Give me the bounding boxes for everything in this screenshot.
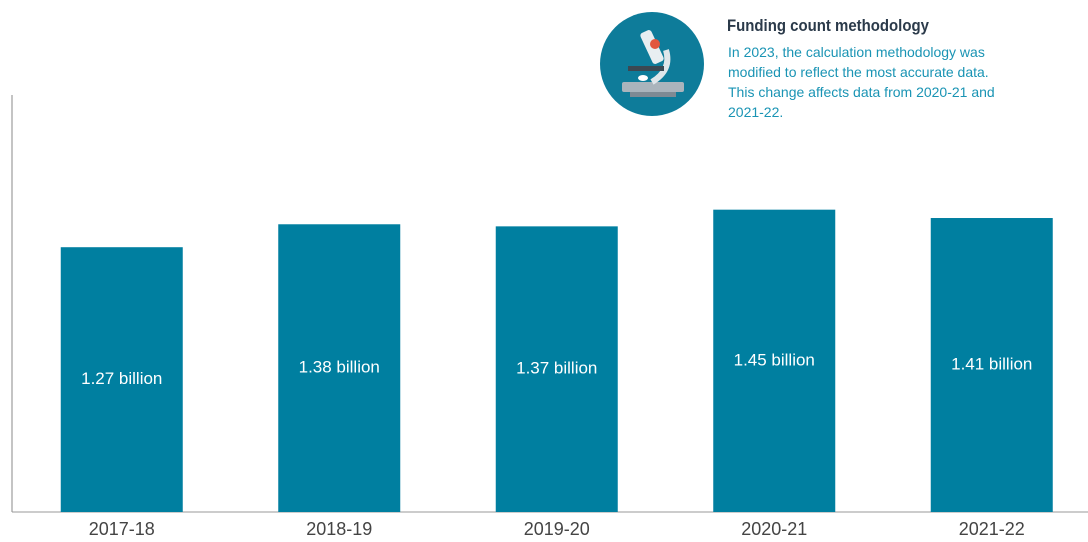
annotation-line: This change affects data from 2020-21 an…: [728, 84, 995, 100]
annotation-title: Funding count methodology: [727, 16, 929, 35]
x-tick-label: 2019-20: [524, 519, 590, 539]
data-label: 1.38 billion: [299, 358, 380, 377]
microscope-icon: [600, 12, 704, 116]
x-tick-label: 2020-21: [741, 519, 807, 539]
x-tick-label: 2018-19: [306, 519, 372, 539]
annotation-line: modified to reflect the most accurate da…: [728, 64, 989, 80]
data-label: 1.41 billion: [951, 354, 1032, 373]
bar: [930, 218, 1053, 512]
bar: [60, 247, 183, 512]
x-tick-label: 2021-22: [959, 519, 1025, 539]
bar: [713, 209, 836, 513]
annotation-line: In 2023, the calculation methodology was: [728, 44, 985, 60]
bar: [495, 226, 618, 513]
data-label: 1.45 billion: [734, 350, 815, 369]
data-label: 1.37 billion: [516, 359, 597, 378]
bar: [278, 224, 401, 512]
data-label: 1.27 billion: [81, 369, 162, 388]
x-tick-label: 2017-18: [89, 519, 155, 539]
annotation-line: 2021-22.: [728, 104, 784, 120]
